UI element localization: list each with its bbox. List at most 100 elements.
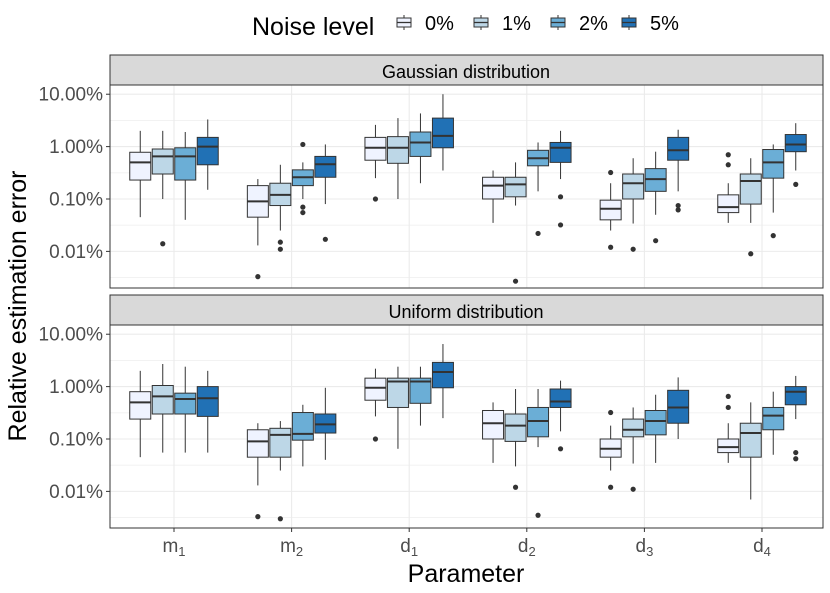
outlier-point (608, 244, 614, 250)
box-iqr (739, 422, 762, 458)
box-iqr (129, 151, 152, 181)
outlier-point (535, 230, 541, 237)
y-tick-label: 0.01% (49, 242, 103, 263)
box-iqr (314, 155, 337, 178)
x-tick-subscript: 2 (296, 544, 303, 559)
outlier-point (255, 274, 261, 280)
y-axis-title: Relative estimation error (4, 171, 32, 442)
box-iqr (291, 412, 314, 441)
outlier-point (300, 209, 306, 216)
box-iqr (409, 131, 432, 157)
y-tick-label: 1.00% (49, 137, 103, 158)
box-iqr (549, 388, 572, 408)
box-d3-1% (622, 158, 645, 252)
box-m2-0% (246, 179, 269, 280)
box-iqr (717, 438, 740, 454)
box-d4-0% (717, 152, 740, 223)
legend-label: 2% (579, 13, 608, 35)
box-m1-0% (129, 130, 152, 218)
outlier-point (725, 152, 731, 158)
outlier-point (372, 196, 379, 202)
outlier-point (557, 222, 564, 228)
box-d3-5% (667, 377, 690, 439)
box-d1-1% (386, 366, 409, 449)
x-tick-subscript: 3 (646, 544, 653, 559)
box-iqr (174, 147, 197, 181)
box-group (129, 94, 807, 284)
box-iqr (622, 418, 645, 438)
box-iqr (386, 136, 409, 164)
box-iqr (504, 413, 527, 442)
box-m1-1% (151, 364, 174, 453)
box-d4-1% (739, 158, 762, 257)
outlier-point (630, 246, 636, 252)
box-d2-1% (504, 162, 527, 284)
y-tick-label: 0.01% (49, 482, 103, 503)
box-d3-0% (599, 169, 622, 250)
x-tick-label: m1 (162, 536, 185, 559)
box-d3-5% (667, 129, 690, 213)
box-m2-1% (269, 164, 292, 252)
box-m2-2% (291, 141, 314, 216)
outlier-point (557, 446, 564, 452)
box-iqr (482, 409, 505, 440)
box-iqr (504, 176, 527, 198)
box-d4-5% (784, 375, 807, 462)
outlier-point (675, 207, 681, 213)
y-axis: 0.01% 0.10% 1.00% 10.00% (39, 325, 110, 503)
box-d2-5% (549, 380, 572, 452)
x-axis-title: Parameter (408, 560, 525, 588)
box-m1-5% (196, 119, 219, 190)
outlier-point (160, 241, 166, 247)
y-axis: 0.01% 0.10% 1.00% 10.00% (39, 85, 110, 263)
y-tick-label: 0.10% (49, 189, 103, 210)
x-tick-subscript: 1 (178, 544, 185, 559)
box-m1-5% (196, 370, 219, 453)
box-iqr (717, 194, 740, 214)
box-d1-5% (431, 94, 454, 171)
box-iqr (667, 136, 690, 161)
y-tick-label: 0.10% (49, 429, 103, 450)
box-m1-2% (174, 132, 197, 220)
legend-label: 1% (502, 13, 531, 35)
outlier-point (748, 251, 754, 257)
outlier-point (372, 436, 379, 442)
legend-label: 0% (425, 13, 454, 35)
x-tick-label: d4 (753, 536, 771, 559)
panel-background (110, 85, 823, 288)
box-d4-1% (739, 402, 762, 500)
outlier-point (725, 393, 731, 400)
x-tick-label: d2 (518, 536, 536, 559)
panel-title: Uniform distribution (388, 302, 543, 322)
box-iqr (174, 392, 197, 415)
box-m2-5% (314, 387, 337, 460)
outlier-point (535, 512, 541, 518)
outlier-point (512, 278, 519, 284)
panel-strip (109, 54, 824, 86)
outlier-point (725, 162, 731, 168)
panel-gaussian: Gaussian distribution 0.01% 0.10% 1.00% 10.… (39, 54, 824, 289)
box-d4-5% (784, 123, 807, 187)
box-m1-1% (151, 130, 174, 247)
box-iqr (739, 173, 762, 205)
box-iqr (431, 361, 454, 389)
box-d3-2% (644, 394, 667, 463)
x-tick-label: d1 (400, 536, 418, 559)
y-tick-label: 1.00% (49, 377, 103, 398)
panel-border (109, 84, 824, 289)
outlier-point (512, 484, 519, 490)
box-d2-2% (527, 389, 550, 518)
box-iqr (431, 117, 454, 149)
box-iqr (784, 134, 807, 153)
x-tick-subscript: 2 (528, 544, 535, 559)
box-iqr (644, 409, 667, 436)
box-iqr (762, 149, 785, 179)
box-d1-2% (409, 113, 432, 184)
box-d4-2% (762, 391, 785, 455)
box-iqr (762, 406, 785, 431)
box-d2-2% (527, 142, 550, 237)
box-d1-2% (409, 366, 432, 426)
box-d3-0% (599, 409, 622, 490)
legend: Noise level 0% 1% 2% 5% (252, 13, 679, 41)
box-d1-5% (431, 344, 454, 419)
